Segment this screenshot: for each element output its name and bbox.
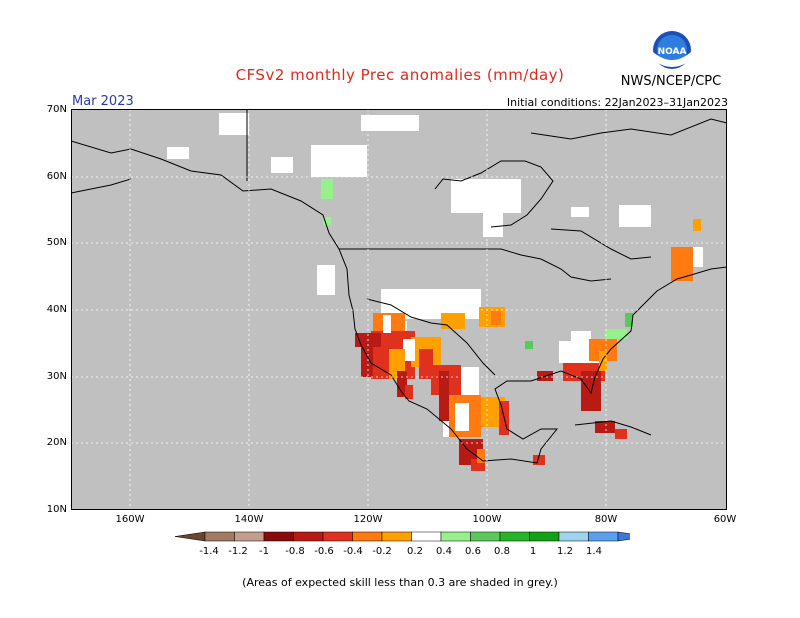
colorbar-cell	[440, 531, 471, 542]
dry-anomalies	[355, 219, 701, 471]
map-title: CFSv2 monthly Prec anomalies (mm/day)	[235, 66, 565, 84]
agency-label: NWS/NCEP/CPC	[620, 74, 722, 89]
lat-label: 20N	[46, 437, 67, 448]
colorbar	[174, 531, 630, 542]
colorbar-cell	[411, 531, 442, 542]
noaa-logo-block: NOAA	[612, 30, 732, 92]
colorbar-label: -0.2	[372, 546, 392, 557]
map-border	[71, 109, 727, 510]
initial-conditions: Initial conditions: 22Jan2023–31Jan2023	[506, 96, 728, 109]
colorbar-cell	[204, 531, 235, 542]
colorbar-min-arrow	[174, 531, 206, 542]
wet-anomalies	[321, 179, 633, 349]
lat-label: 30N	[46, 371, 67, 382]
colorbar-label: 0.4	[436, 546, 452, 557]
colorbar-label: -1.2	[228, 546, 248, 557]
lat-label: 10N	[46, 504, 67, 515]
forecast-month: Mar 2023	[72, 94, 134, 109]
colorbar-cell	[263, 531, 294, 542]
colorbar-label: -0.8	[285, 546, 305, 557]
colorbar-label: -0.6	[314, 546, 334, 557]
skill-footnote: (Areas of expected skill less than 0.3 a…	[242, 576, 558, 589]
colorbar-cell	[322, 531, 353, 542]
lon-label: 140W	[234, 514, 264, 525]
lat-label: 70N	[46, 104, 67, 115]
colorbar-cell	[234, 531, 265, 542]
colorbar-label: -0.4	[343, 546, 363, 557]
lon-label: 120W	[353, 514, 383, 525]
colorbar-label: 0.6	[465, 546, 481, 557]
lon-label: 80W	[594, 514, 618, 525]
noaa-logo-icon: NOAA	[653, 31, 691, 69]
lon-label: 160W	[115, 514, 145, 525]
lat-label: 60N	[46, 171, 67, 182]
colorbar-cell	[588, 531, 619, 542]
colorbar-label: 0.8	[494, 546, 510, 557]
colorbar-cell	[529, 531, 560, 542]
colorbar-cell	[293, 531, 324, 542]
lat-label: 40N	[46, 304, 67, 315]
colorbar-label: 0.2	[407, 546, 423, 557]
coastlines	[71, 109, 727, 464]
colorbar-label: -1.4	[199, 546, 219, 557]
colorbar-cell	[558, 531, 589, 542]
colorbar-label: -1	[259, 546, 269, 557]
lon-label: 60W	[713, 514, 737, 525]
colorbar-label: 1.2	[557, 546, 573, 557]
lon-label: 100W	[472, 514, 502, 525]
graticule	[71, 109, 727, 510]
colorbar-max-arrow	[617, 531, 630, 542]
colorbar-cell	[381, 531, 412, 542]
colorbar-cell	[470, 531, 501, 542]
lat-label: 50N	[46, 237, 67, 248]
svg-text:NOAA: NOAA	[658, 47, 687, 57]
colorbar-cell	[352, 531, 383, 542]
colorbar-cell	[499, 531, 530, 542]
precip-anomaly-map	[71, 109, 727, 510]
colorbar-label: 1.4	[586, 546, 602, 557]
colorbar-label: 1	[529, 546, 537, 557]
